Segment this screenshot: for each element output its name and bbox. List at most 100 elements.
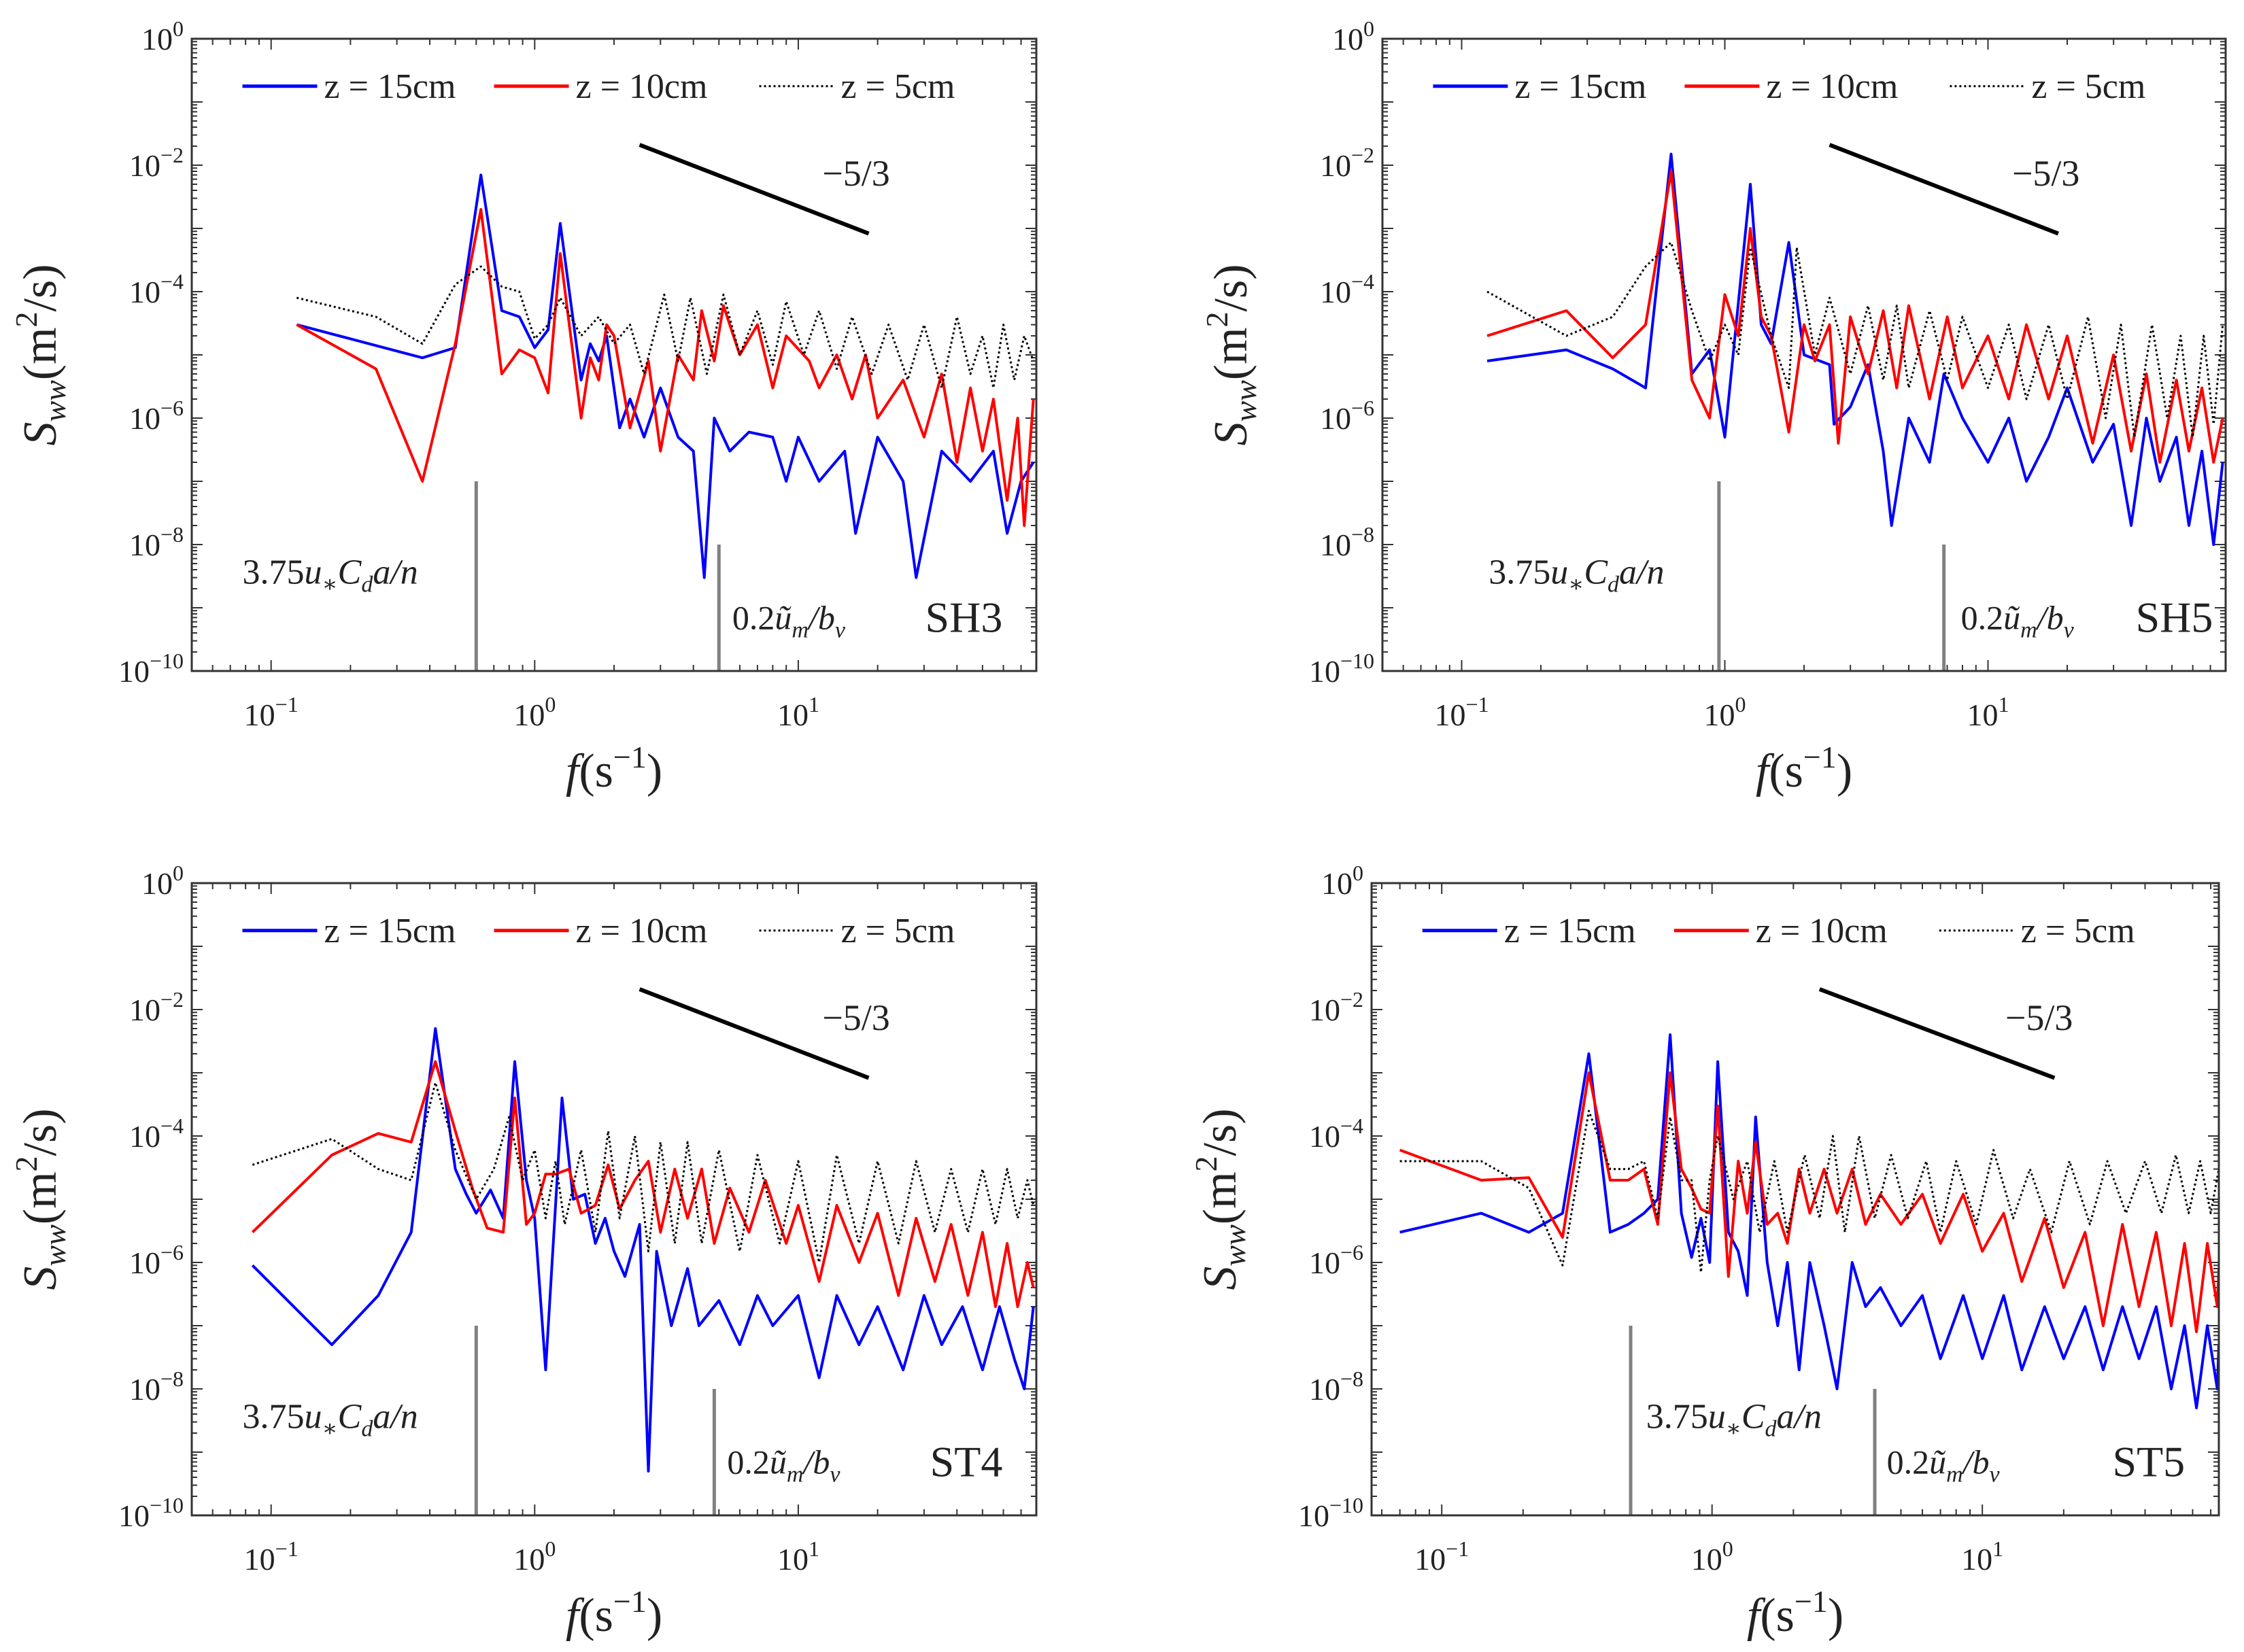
legend-label: z = 5cm — [2021, 912, 2135, 950]
threshold-label-1: 3.75u∗Cda/n — [1489, 553, 1664, 598]
legend-label: z = 15cm — [324, 67, 456, 106]
y-tick-label: 10−4 — [129, 269, 184, 309]
legend-label: z = 10cm — [576, 912, 708, 950]
threshold-label-1: 3.75u∗Cda/n — [243, 553, 418, 598]
threshold-label-1: 3.75u∗Cda/n — [243, 1398, 418, 1442]
legend-label: z = 5cm — [841, 67, 955, 106]
y-tick-label: 10−2 — [129, 987, 184, 1027]
x-axis-label: f(s−1) — [566, 740, 662, 797]
series-group — [296, 173, 1035, 579]
x-tick-label: 10−1 — [1414, 1536, 1469, 1577]
series-group — [1399, 1033, 2219, 1409]
x-axis-label: f(s−1) — [566, 1584, 662, 1642]
legend-label: z = 5cm — [841, 912, 955, 950]
slope-label: −5/3 — [2012, 153, 2079, 194]
slope-reference-line — [639, 987, 870, 1080]
y-tick-label: 10−6 — [129, 1240, 184, 1280]
plot-frame — [190, 37, 1038, 672]
y-tick-label: 10−8 — [1320, 522, 1374, 562]
series-line-z15cm — [296, 173, 1035, 579]
series-line-z10cm — [296, 208, 1035, 527]
series-line-z15cm — [1399, 1033, 2219, 1409]
legend-label: z = 10cm — [576, 67, 708, 106]
y-tick-label: 10−10 — [1309, 649, 1374, 689]
y-tick-label: 10−8 — [129, 522, 184, 562]
panel-label: ST4 — [930, 1438, 1003, 1486]
panel-st5: 10−1 100 101 100 10−2 10−4 10−6 10−8 10−10 f(s−1)… — [1189, 861, 2220, 1642]
y-tick-label: 10−10 — [118, 1493, 184, 1533]
legend-label: z = 5cm — [2031, 67, 2145, 106]
series-line-z10cm — [1486, 170, 2224, 464]
y-tick-label: 10−2 — [1309, 987, 1363, 1027]
y-tick-label: 10−6 — [129, 396, 184, 436]
y-tick-label: 100 — [1321, 861, 1363, 901]
plot-frame — [190, 882, 1038, 1517]
y-tick-label: 10−4 — [1320, 269, 1374, 309]
series-group — [1486, 152, 2224, 546]
threshold-label-1: 3.75u∗Cda/n — [1646, 1398, 1822, 1442]
legend-label: z = 10cm — [1766, 67, 1898, 106]
y-tick-label: 100 — [141, 16, 184, 56]
y-tick-label: 100 — [141, 861, 184, 901]
y-tick-label: 10−10 — [118, 649, 184, 689]
x-tick-label: 101 — [777, 692, 819, 732]
y-tick-label: 10−6 — [1320, 396, 1374, 436]
series-line-z5cm — [296, 265, 1035, 390]
panel-label: SH5 — [2136, 593, 2213, 642]
series-line-z10cm — [1399, 1071, 2219, 1333]
panel-sh3: 10−1 100 101 100 10−2 10−4 10−6 10−8 10−10 f(s−1)… — [9, 16, 1038, 797]
legend: z = 15cm z = 10cm z = 5cm — [242, 67, 955, 106]
series-line-z15cm — [1486, 152, 2224, 546]
threshold-label-2: 0.2ũm/bv — [1887, 1443, 2001, 1487]
slope-label: −5/3 — [2005, 997, 2073, 1038]
series-line-z10cm — [251, 1060, 1035, 1308]
threshold-label-2: 0.2ũm/bv — [727, 1443, 840, 1487]
x-tick-label: 101 — [777, 1536, 819, 1577]
plot-frame — [1370, 882, 2220, 1517]
slope-reference-line — [639, 143, 870, 236]
y-axis-label: Sww(m2/s) — [1200, 264, 1263, 445]
series-line-z5cm — [252, 1081, 1035, 1264]
x-axis-label: f(s−1) — [1747, 1584, 1843, 1642]
slope-label: −5/3 — [822, 153, 889, 194]
x-tick-label: 101 — [1961, 1536, 2003, 1577]
legend-label: z = 15cm — [1504, 912, 1636, 950]
threshold-label-2: 0.2ũm/bv — [1961, 599, 2075, 643]
slope-reference-line — [1818, 987, 2056, 1080]
legend-label: z = 15cm — [1514, 67, 1646, 106]
legend: z = 15cm z = 10cm z = 5cm — [242, 912, 955, 950]
y-tick-label: 10−8 — [129, 1366, 184, 1407]
panel-label: ST5 — [2112, 1438, 2185, 1486]
y-axis-label: Sww(m2/s) — [1189, 1108, 1252, 1290]
series-group — [251, 1027, 1035, 1473]
legend-label: z = 10cm — [1756, 912, 1888, 950]
legend-label: z = 15cm — [324, 912, 456, 950]
x-tick-label: 100 — [1704, 692, 1746, 732]
y-tick-label: 10−10 — [1298, 1493, 1363, 1533]
x-tick-label: 10−1 — [244, 1536, 299, 1577]
plot-frame — [1381, 37, 2227, 672]
x-tick-label: 100 — [513, 692, 556, 732]
x-tick-label: 10−1 — [1434, 692, 1489, 732]
panel-label: SH3 — [925, 593, 1003, 642]
y-tick-label: 10−4 — [129, 1114, 184, 1154]
threshold-label-2: 0.2ũm/bv — [732, 599, 846, 643]
slope-reference-line — [1829, 143, 2059, 236]
legend: z = 15cm z = 10cm z = 5cm — [1422, 912, 2135, 950]
y-tick-label: 10−6 — [1309, 1240, 1363, 1280]
y-tick-label: 10−8 — [1309, 1366, 1363, 1407]
x-tick-label: 10−1 — [244, 692, 299, 732]
x-axis-label: f(s−1) — [1756, 740, 1852, 797]
panel-sh5: 10−1 100 101 100 10−2 10−4 10−6 10−8 10−10 f(s−1)… — [1200, 16, 2227, 797]
legend: z = 15cm z = 10cm z = 5cm — [1433, 67, 2145, 106]
series-line-z5cm — [1399, 1109, 2219, 1273]
slope-label: −5/3 — [822, 997, 889, 1038]
y-axis-label: Sww(m2/s) — [9, 264, 72, 445]
panel-st4: 10−1 100 101 100 10−2 10−4 10−6 10−8 10−10 f(s−1)… — [9, 861, 1038, 1642]
y-tick-label: 100 — [1332, 16, 1374, 56]
series-line-z5cm — [1486, 241, 2224, 438]
y-tick-label: 10−2 — [129, 143, 184, 183]
x-tick-label: 101 — [1967, 692, 2009, 732]
x-tick-label: 100 — [513, 1536, 556, 1577]
